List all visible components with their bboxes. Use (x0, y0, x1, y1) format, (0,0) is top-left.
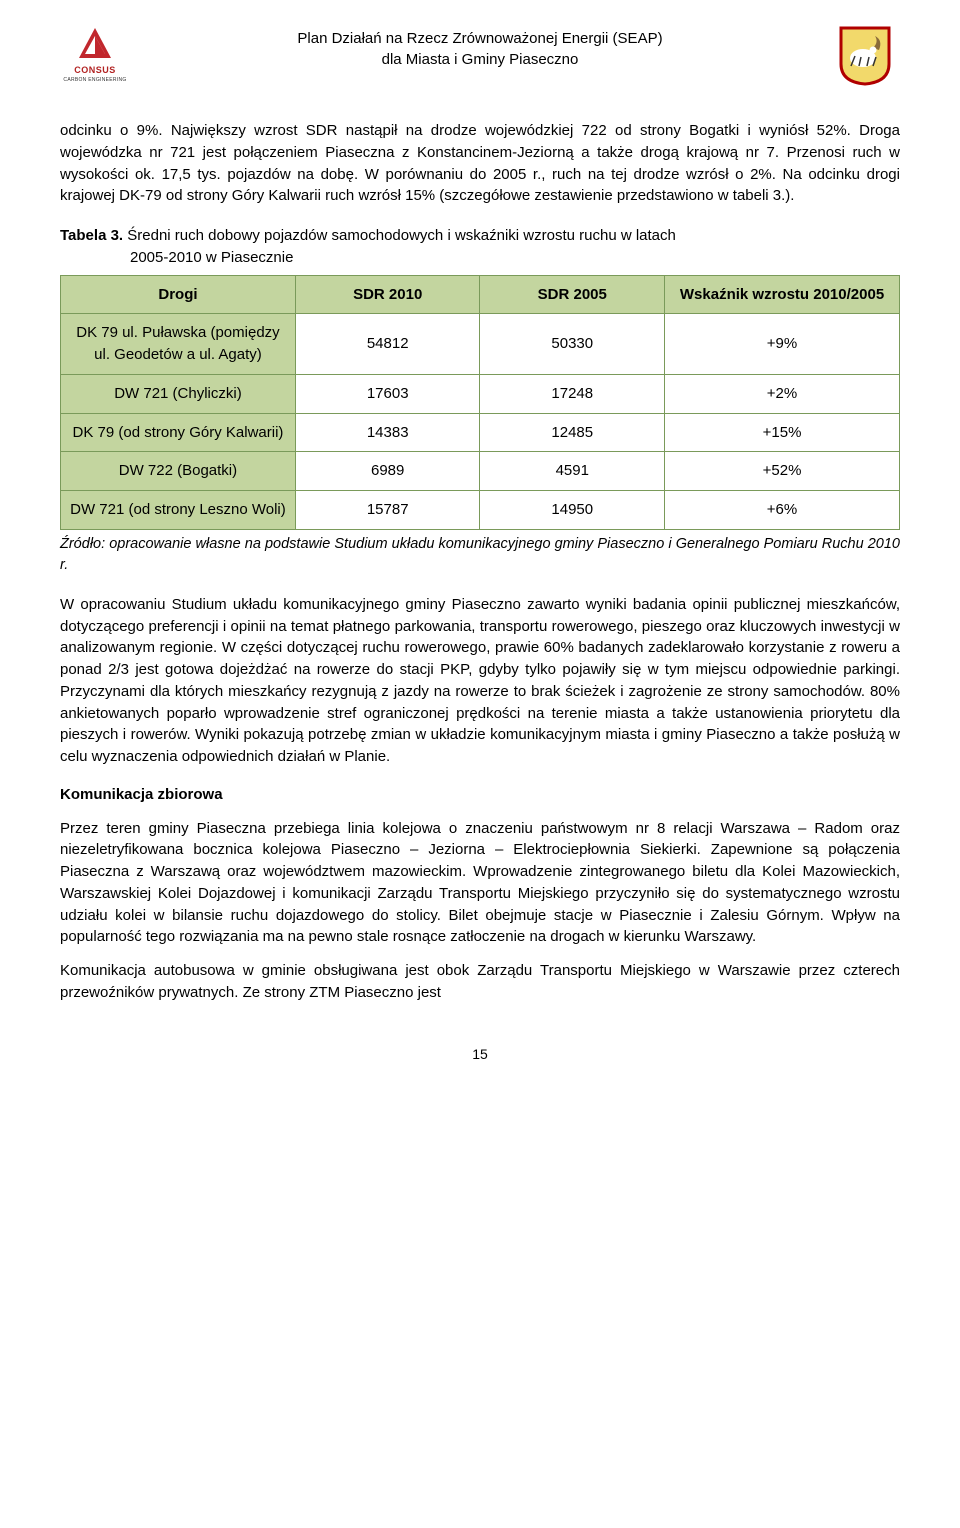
logo-left-label: CONSUS (74, 64, 116, 77)
table-cell: 12485 (480, 413, 665, 452)
table-caption-text2: 2005-2010 w Piasecznie (130, 249, 293, 266)
table-cell: +6% (665, 491, 900, 530)
table-cell: 14383 (295, 413, 480, 452)
logo-left-sub: CARBON ENGINEERING (63, 77, 126, 84)
logo-coat-of-arms (830, 20, 900, 90)
table-col-header: Wskaźnik wzrostu 2010/2005 (665, 275, 900, 314)
table-cell: DK 79 ul. Puławska (pomiędzy ul. Geodetó… (61, 314, 296, 375)
paragraph-2: W opracowaniu Studium układu komunikacyj… (60, 594, 900, 768)
table-cell: DW 721 (od strony Leszno Woli) (61, 491, 296, 530)
header-title-line1: Plan Działań na Rzecz Zrównoważonej Ener… (297, 30, 662, 47)
table-row: DW 721 (Chyliczki)1760317248+2% (61, 374, 900, 413)
table-caption-label: Tabela 3. (60, 227, 123, 244)
sdr-table: DrogiSDR 2010SDR 2005Wskaźnik wzrostu 20… (60, 275, 900, 530)
table-cell: DW 722 (Bogatki) (61, 452, 296, 491)
table-source: Źródło: opracowanie własne na podstawie … (60, 534, 900, 576)
table-cell: 54812 (295, 314, 480, 375)
table-cell: DK 79 (od strony Góry Kalwarii) (61, 413, 296, 452)
table-cell: DW 721 (Chyliczki) (61, 374, 296, 413)
table-cell: 14950 (480, 491, 665, 530)
table-row: DW 722 (Bogatki)69894591+52% (61, 452, 900, 491)
table-cell: 17248 (480, 374, 665, 413)
page-number: 15 (60, 1044, 900, 1064)
table-cell: 17603 (295, 374, 480, 413)
table-cell: +15% (665, 413, 900, 452)
table-body: DK 79 ul. Puławska (pomiędzy ul. Geodetó… (61, 314, 900, 530)
page-header: CONSUS CARBON ENGINEERING Plan Działań n… (60, 20, 900, 90)
table-cell: +2% (665, 374, 900, 413)
table-caption-text1: Średni ruch dobowy pojazdów samochodowyc… (123, 227, 676, 244)
table-col-header: SDR 2005 (480, 275, 665, 314)
header-title: Plan Działań na Rzecz Zrównoważonej Ener… (130, 20, 830, 70)
table-cell: 15787 (295, 491, 480, 530)
section-heading-komunikacja: Komunikacja zbiorowa (60, 784, 900, 806)
logo-consus: CONSUS CARBON ENGINEERING (60, 20, 130, 90)
table-col-header: SDR 2010 (295, 275, 480, 314)
paragraph-3: Przez teren gminy Piaseczna przebiega li… (60, 818, 900, 949)
table-cell: 50330 (480, 314, 665, 375)
header-title-line2: dla Miasta i Gminy Piaseczno (382, 51, 579, 68)
table-cell: +9% (665, 314, 900, 375)
table-row: DK 79 (od strony Góry Kalwarii)143831248… (61, 413, 900, 452)
table-row: DK 79 ul. Puławska (pomiędzy ul. Geodetó… (61, 314, 900, 375)
paragraph-4: Komunikacja autobusowa w gminie obsługiw… (60, 960, 900, 1004)
table-cell: +52% (665, 452, 900, 491)
paragraph-1: odcinku o 9%. Największy wzrost SDR nast… (60, 120, 900, 207)
table-col-header: Drogi (61, 275, 296, 314)
table-cell: 4591 (480, 452, 665, 491)
table-caption: Tabela 3. Średni ruch dobowy pojazdów sa… (60, 225, 900, 269)
table-cell: 6989 (295, 452, 480, 491)
table-row: DW 721 (od strony Leszno Woli)1578714950… (61, 491, 900, 530)
table-header-row: DrogiSDR 2010SDR 2005Wskaźnik wzrostu 20… (61, 275, 900, 314)
